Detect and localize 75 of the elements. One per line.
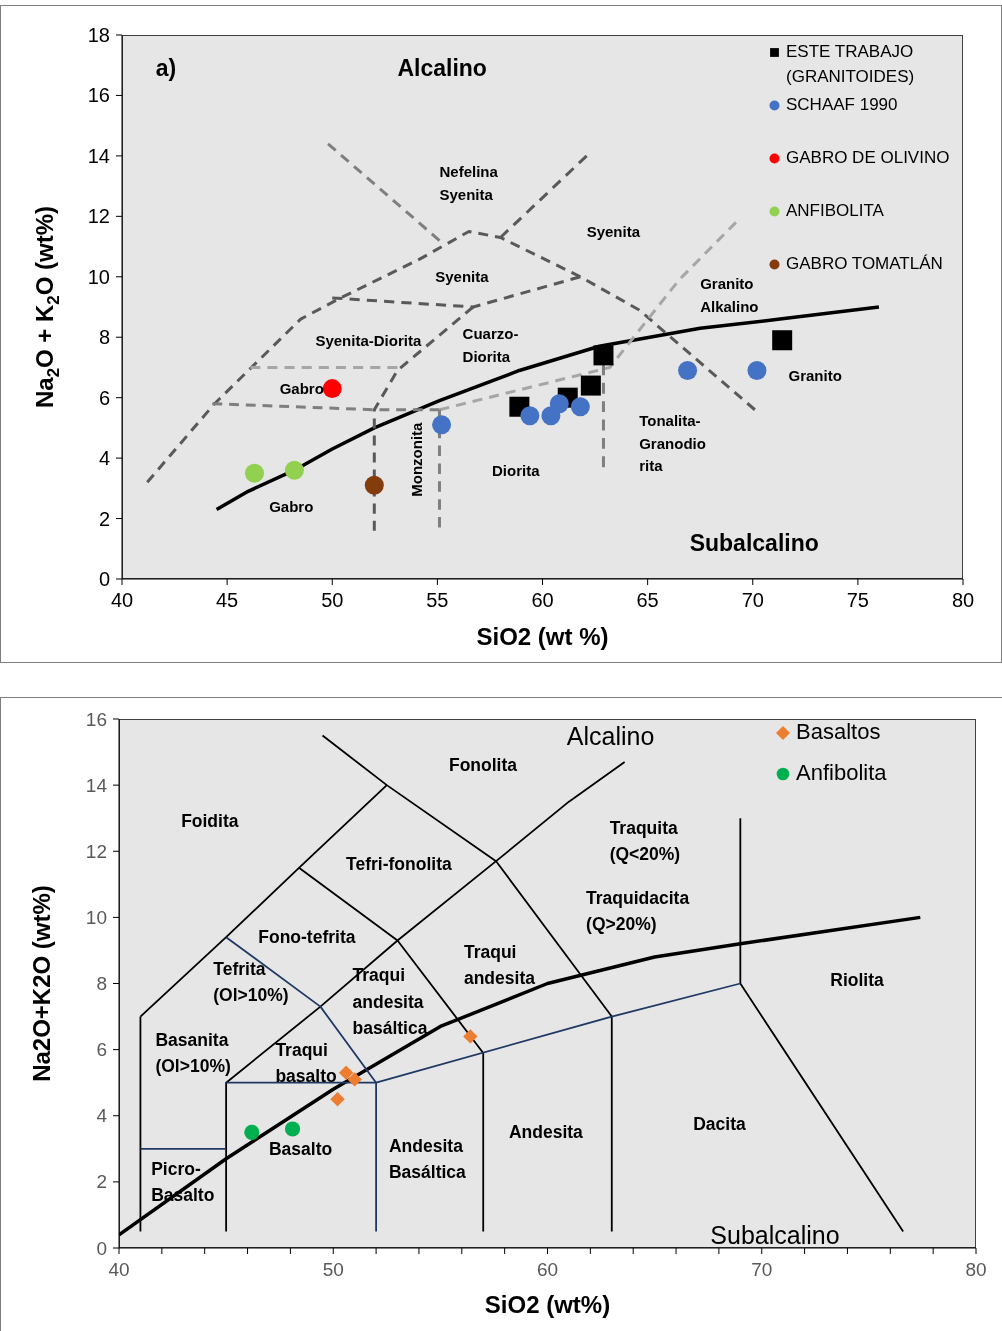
annotation: Foidita: [181, 811, 239, 832]
legend-label: ESTE TRABAJO (GRANITOIDES): [786, 41, 916, 88]
x-axis-title: SiO2 (wt%): [484, 1291, 611, 1318]
annotation: Traquidacita (Q>20%): [586, 887, 690, 934]
annotation: Syenita-Diorita: [315, 331, 422, 349]
x-tick-label: 60: [531, 589, 554, 612]
y-tick-label: 10: [85, 906, 107, 928]
x-tick-label: 50: [321, 589, 344, 612]
legend-label: ANFIBOLITA: [786, 200, 884, 222]
legend-label: Basaltos: [796, 719, 881, 745]
x-tick-label: 55: [426, 589, 449, 612]
x-tick-label: 80: [951, 589, 975, 612]
annotation: Andesita: [508, 1122, 584, 1143]
y-tick-label: 4: [96, 1105, 108, 1127]
annotation: Andesita Basáltica: [388, 1135, 467, 1182]
annotation: Diorita: [492, 461, 541, 479]
annotation: Subalcalino: [689, 529, 819, 556]
annotation: Tefrita (Ol>10%): [213, 958, 289, 1005]
annotation: Dacita: [693, 1114, 746, 1135]
annotation: Gabro: [269, 497, 314, 515]
x-tick-label: 40: [110, 589, 134, 612]
x-tick-label: 60: [536, 1258, 559, 1280]
annotation: Nefelina Syenita: [439, 163, 499, 203]
y-tick-label: 14: [85, 774, 108, 796]
y-tick-label: 12: [85, 840, 107, 862]
annotation: Syenita: [586, 222, 641, 240]
y-tick-label: 16: [85, 708, 107, 730]
legend-label: SCHAAF 1990: [786, 94, 898, 116]
y-tick-label: 10: [87, 265, 110, 288]
y-tick-label: 4: [98, 447, 110, 470]
y-tick-label: 6: [96, 1039, 107, 1061]
annotation: Syenita: [435, 268, 490, 286]
annotation: Fono-tefrita: [258, 927, 356, 948]
legend-label: Anfibolita: [796, 760, 887, 786]
x-tick-label: 65: [636, 589, 659, 612]
legend-label: GABRO TOMATLÁN: [786, 253, 943, 275]
y-tick-label: 16: [87, 84, 110, 107]
x-tick-label: 70: [751, 1258, 773, 1280]
y-tick-label: 0: [96, 1237, 107, 1259]
y-tick-label: 18: [87, 24, 110, 46]
y-tick-label: 14: [87, 144, 110, 167]
annotation: Cuarzo- Diorita: [462, 325, 519, 365]
annotation: Gabro: [279, 380, 324, 398]
y-tick-label: 0: [98, 568, 110, 590]
annotation: Basanita (Ol>10%): [155, 1029, 231, 1077]
x-axis-title: SiO2 (wt %): [476, 623, 609, 650]
y-axis-title: Na2O+K2O (wt%): [27, 885, 55, 1082]
annotation: Fonolita: [448, 755, 518, 776]
y-tick-label: 12: [87, 205, 110, 228]
x-tick-label: 40: [108, 1258, 130, 1280]
annotation: Monzonita: [407, 421, 425, 497]
legend-label: GABRO DE OLIVINO: [786, 147, 950, 169]
y-tick-label: 8: [98, 326, 110, 349]
annotation: Tonalita- Granodio rita: [639, 412, 706, 474]
annotation: Traquita (Q<20%): [609, 818, 681, 865]
x-tick-label: 75: [846, 589, 869, 612]
x-tick-label: 45: [216, 589, 239, 612]
y-tick-label: 8: [96, 973, 107, 994]
annotation: Granito Alkalino: [700, 275, 759, 315]
annotation: a): [155, 55, 177, 82]
x-tick-label: 50: [322, 1258, 344, 1280]
annotation: Riolita: [830, 970, 885, 991]
y-tick-label: 2: [96, 1171, 107, 1193]
annotation: Alcalino: [397, 55, 487, 82]
annotation: Traqui basalto: [275, 1039, 337, 1086]
annotation: Traqui andesita: [463, 942, 536, 989]
x-tick-label: 80: [965, 1258, 987, 1280]
annotation: Granito: [788, 366, 842, 384]
annotation: Tefri-fonolita: [346, 854, 452, 875]
annotation: Subalcalino: [710, 1220, 840, 1249]
x-tick-label: 70: [741, 589, 764, 612]
y-tick-label: 2: [98, 507, 110, 530]
y-tick-label: 6: [98, 386, 110, 409]
annotation: Basalto: [268, 1138, 333, 1159]
annotation: Alcalino: [566, 721, 655, 750]
